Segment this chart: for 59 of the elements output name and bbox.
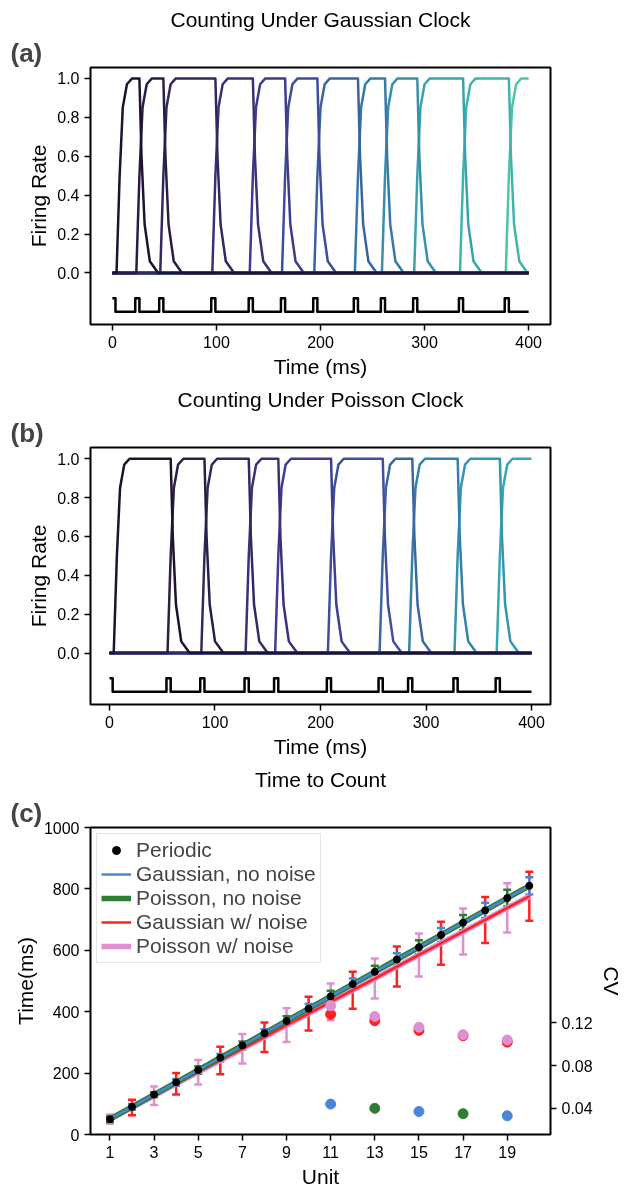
- y2-tick-label: 0.08: [561, 1057, 593, 1075]
- text: (c): [10, 797, 43, 828]
- x-tick-label: 11: [322, 1143, 340, 1161]
- legend-label: Poisson, no noise: [136, 886, 302, 910]
- x-tick-label: 0: [105, 713, 115, 731]
- x-tick-label: 0: [107, 333, 117, 351]
- x-tick-label: 13: [365, 1143, 384, 1161]
- y-axis-title: Time(ms): [13, 937, 37, 1025]
- x-tick-label: 19: [498, 1143, 517, 1161]
- y-tick-label: 0: [70, 1126, 80, 1144]
- chart-title: Counting Under Gaussian Clock: [170, 7, 471, 31]
- text: (a): [10, 37, 43, 68]
- x-tick-label: 100: [201, 713, 229, 731]
- y-tick-label: 0.6: [57, 528, 80, 546]
- x-tick-label: 400: [518, 713, 545, 731]
- y-tick-label: 0.4: [57, 187, 80, 205]
- legend-label: Gaussian w/ noise: [136, 910, 308, 934]
- x-tick-label: 300: [412, 713, 440, 731]
- y-tick-label: 0.2: [57, 606, 80, 624]
- x-tick-label: 300: [411, 333, 439, 351]
- y-tick-label: 0.6: [57, 148, 80, 166]
- x-tick-label: 200: [307, 713, 334, 731]
- x-axis-title: Time (ms): [273, 354, 368, 378]
- chart-title: Time to Count: [254, 767, 387, 791]
- y2-tick-label: 0.04: [561, 1100, 593, 1118]
- x-tick-label: 9: [282, 1143, 292, 1161]
- y-tick-label: 0.2: [57, 226, 80, 244]
- y-tick-label: 1.0: [57, 450, 80, 468]
- x-tick-label: 400: [515, 333, 543, 351]
- x-tick-label: 100: [203, 333, 230, 351]
- y-tick-label: 0.8: [57, 489, 80, 507]
- y-tick-label: 400: [52, 1003, 80, 1021]
- legend-label: Gaussian, no noise: [136, 862, 316, 886]
- legend-label: Periodic: [136, 838, 212, 862]
- x-tick-label: 7: [237, 1143, 247, 1161]
- x-tick-label: 5: [193, 1143, 203, 1161]
- y-tick-label: 0.0: [57, 264, 80, 282]
- y-axis-title: Firing Rate: [27, 144, 51, 248]
- x-axis-title: Unit: [301, 1164, 340, 1188]
- x-axis-title: Time (ms): [273, 734, 368, 758]
- y2-tick-label: 0.12: [561, 1014, 593, 1032]
- x-tick-label: 200: [307, 333, 334, 351]
- y-tick-label: 1000: [43, 819, 80, 837]
- x-tick-label: 15: [410, 1143, 428, 1161]
- y-tick-label: 0.0: [57, 645, 80, 663]
- y-tick-label: 0.4: [57, 567, 80, 585]
- x-tick-label: 1: [105, 1143, 115, 1161]
- y-tick-label: 1.0: [57, 70, 80, 88]
- x-tick-label: 17: [454, 1143, 473, 1161]
- y-axis-title: Firing Rate: [27, 524, 51, 628]
- chart-title: Counting Under Poisson Clock: [177, 387, 464, 411]
- x-tick-label: 3: [149, 1143, 159, 1161]
- y-tick-label: 600: [52, 942, 80, 960]
- y2-axis-title: CV: [599, 966, 623, 996]
- y-tick-label: 200: [52, 1065, 80, 1083]
- y-tick-label: 800: [52, 880, 80, 898]
- y-tick-label: 0.8: [57, 109, 80, 127]
- text: (b): [10, 417, 44, 448]
- legend-label: Poisson w/ noise: [136, 934, 294, 958]
